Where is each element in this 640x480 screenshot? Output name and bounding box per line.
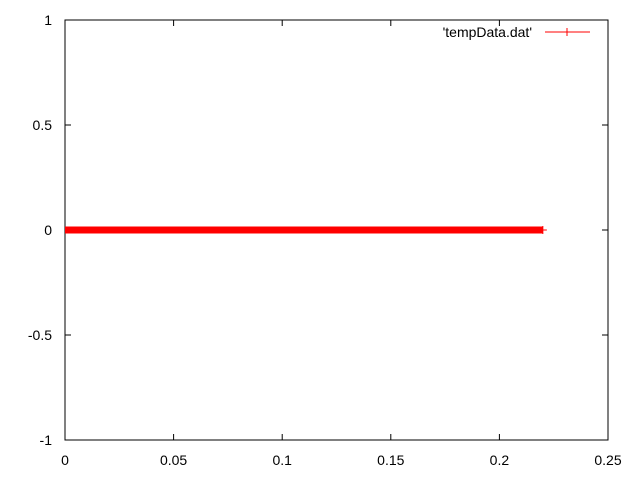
y-axis: -1 -0.5 0 0.5 1 (28, 12, 608, 448)
series-layer (65, 226, 547, 234)
x-tick-label: 0.2 (490, 452, 510, 468)
x-tick-label: 0.25 (594, 452, 621, 468)
y-tick-label: 0 (44, 222, 52, 238)
x-tick-label: 0.15 (377, 452, 404, 468)
legend-entry-label: 'tempData.dat' (443, 24, 532, 40)
legend: 'tempData.dat' (443, 24, 590, 40)
y-tick-label: -0.5 (28, 327, 52, 343)
x-axis: 0 0.05 0.1 0.15 0.2 0.25 (61, 20, 622, 468)
x-tick-label: 0.1 (272, 452, 292, 468)
y-tick-label: 0.5 (33, 117, 53, 133)
y-tick-label: 1 (44, 12, 52, 28)
y-tick-label: -1 (40, 432, 53, 448)
x-tick-label: 0 (61, 452, 69, 468)
x-tick-label: 0.05 (160, 452, 187, 468)
legend-plus-marker (563, 28, 571, 36)
